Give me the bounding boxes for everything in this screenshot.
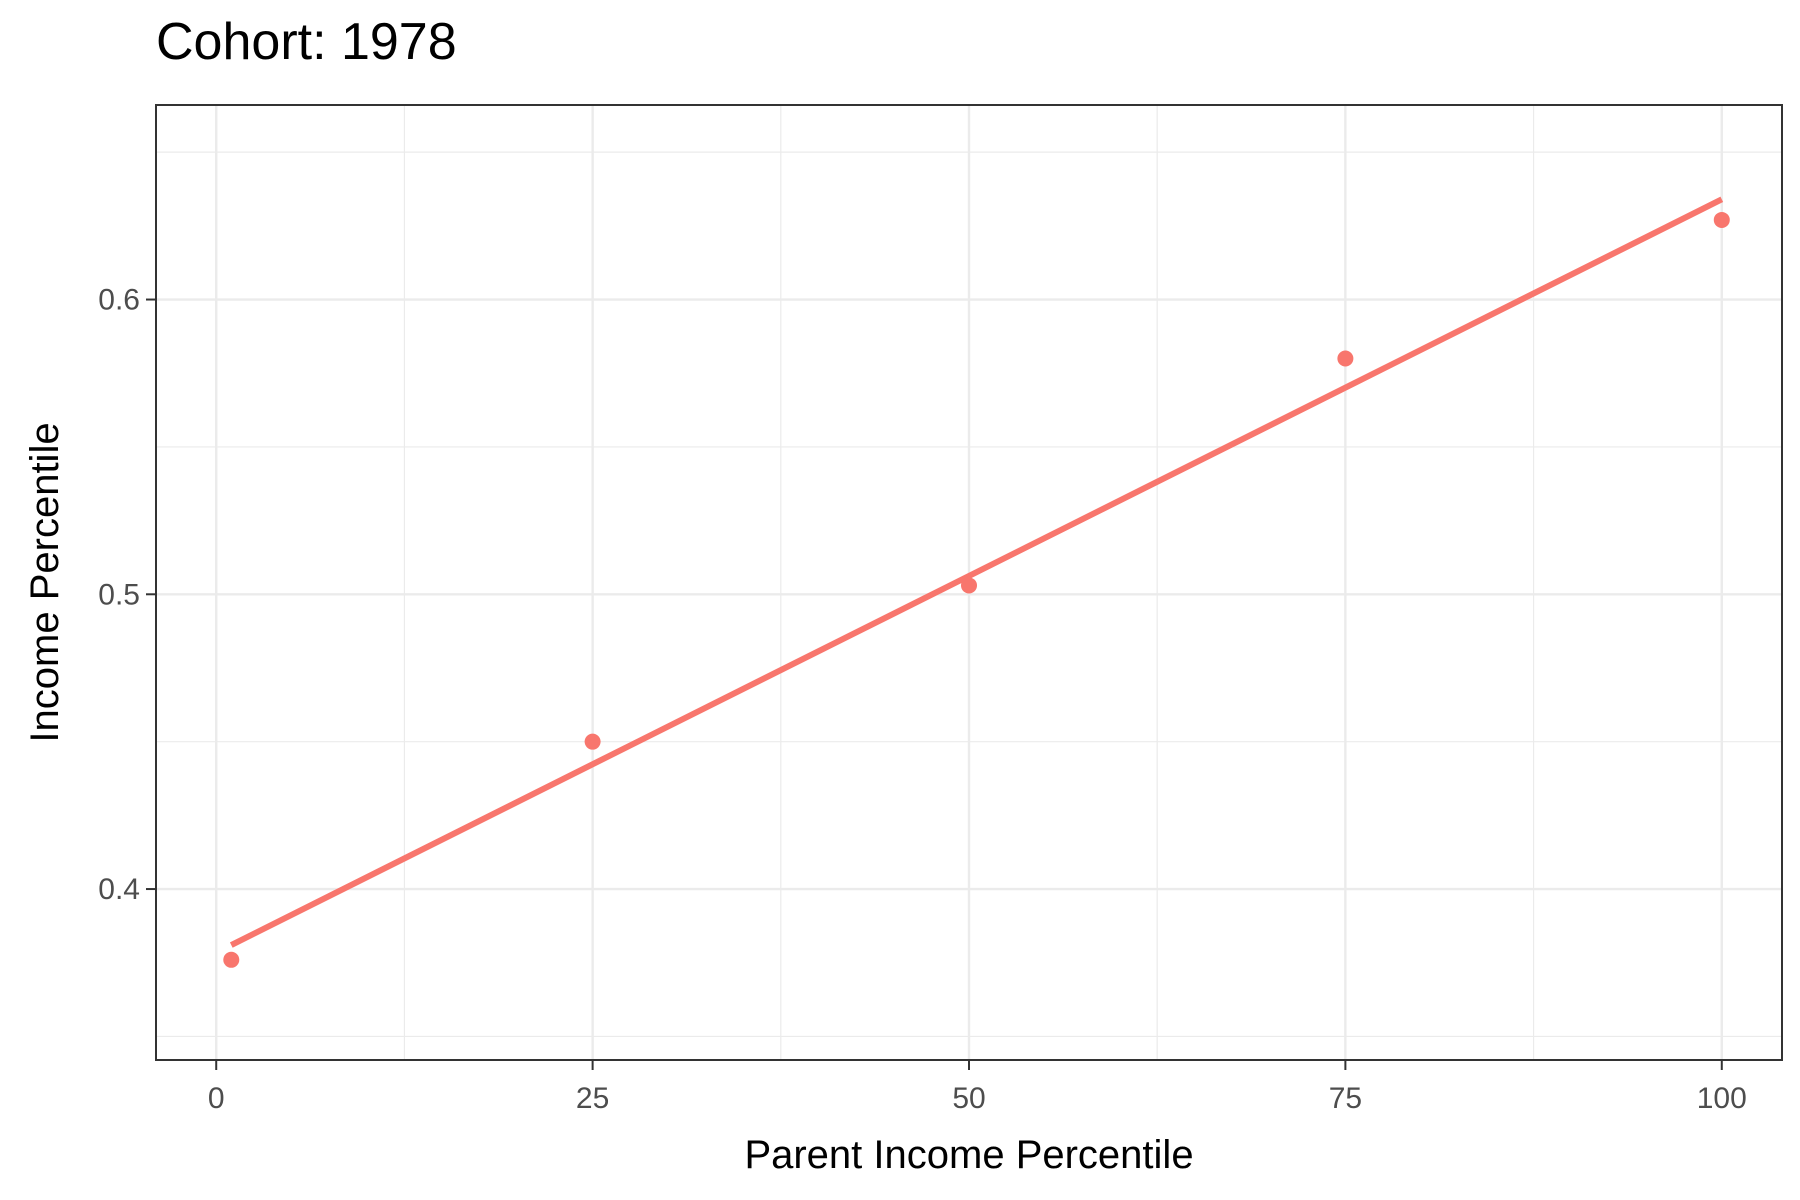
x-tick-label: 0 [208, 1082, 225, 1115]
data-point [1337, 350, 1354, 367]
x-tick-label: 75 [1329, 1082, 1362, 1115]
fit-line-group [229, 196, 1724, 948]
x-tick-label: 50 [952, 1082, 985, 1115]
fit-line [229, 196, 1724, 948]
axis-ticks [146, 298, 1723, 1070]
data-points [223, 211, 1730, 968]
data-point [961, 577, 977, 594]
data-point [1713, 211, 1730, 228]
y-tick-labels: 0.4 0.5 0.6 [98, 284, 140, 907]
x-tick-label: 100 [1697, 1082, 1747, 1115]
x-axis-title: Parent Income Percentile [744, 1133, 1193, 1177]
y-tick-label: 0.4 [98, 873, 140, 906]
x-tick-labels: 0 25 50 75 100 [208, 1082, 1747, 1115]
y-tick-label: 0.5 [98, 578, 140, 611]
chart-title: Cohort: 1978 [156, 13, 457, 71]
x-tick-label: 25 [576, 1082, 609, 1115]
data-point [584, 733, 601, 750]
data-point [223, 951, 240, 968]
y-tick-label: 0.6 [98, 284, 140, 317]
y-axis-title: Income Percentile [23, 422, 67, 742]
